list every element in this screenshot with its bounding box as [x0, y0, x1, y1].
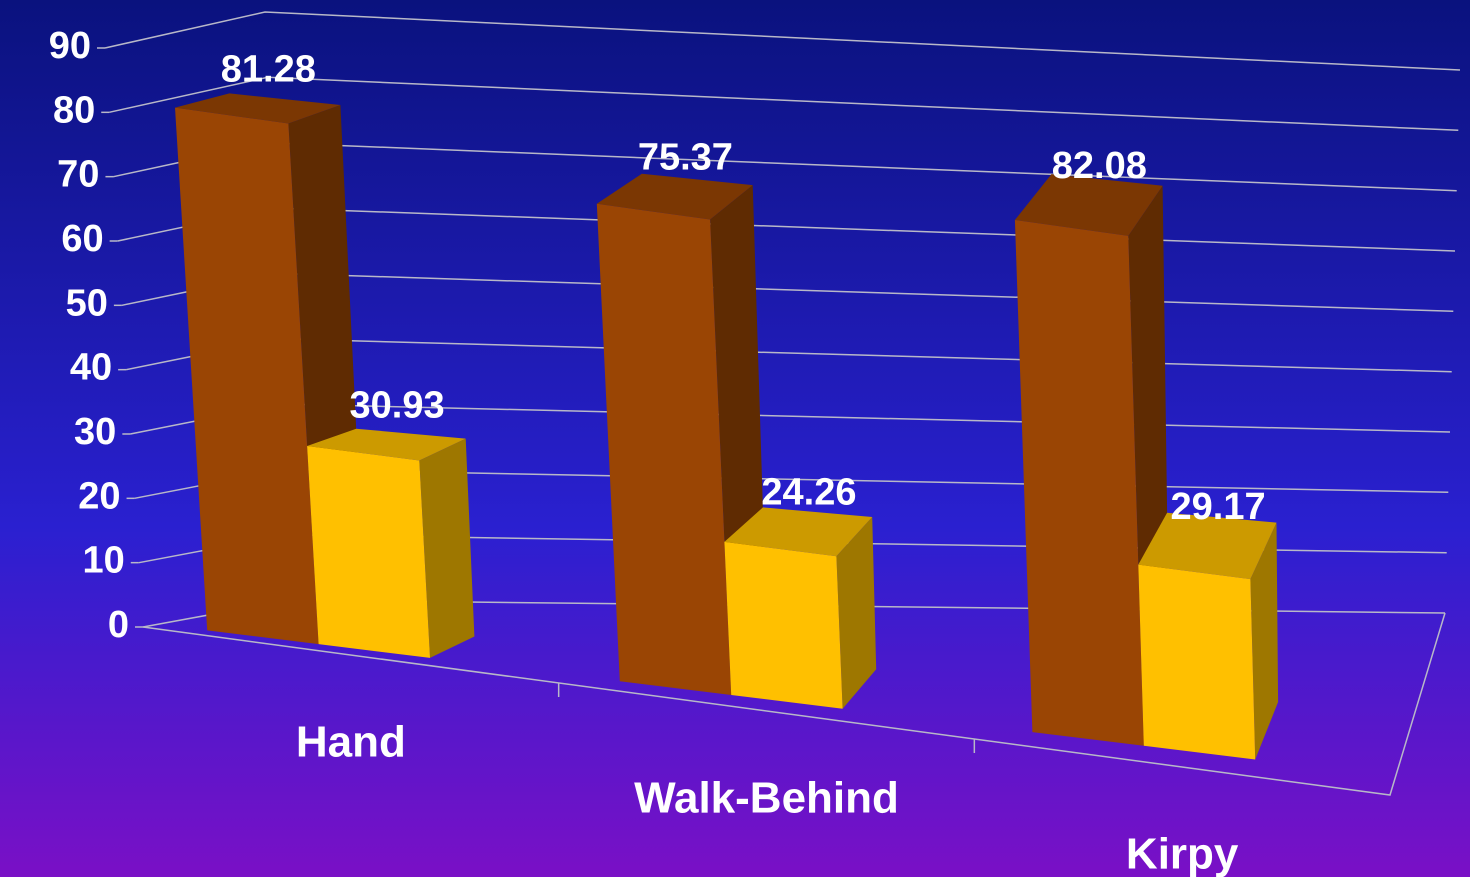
bar-front	[1138, 564, 1256, 760]
y-tick-label: 30	[74, 411, 116, 453]
bar	[1138, 512, 1279, 760]
bar-top	[724, 507, 873, 557]
data-label: 24.26	[761, 472, 856, 514]
bar	[724, 507, 877, 709]
data-label: 82.08	[1052, 145, 1147, 187]
grid-line	[104, 11, 1461, 71]
bar	[1014, 174, 1170, 746]
bar-side	[1250, 522, 1279, 760]
bar-side	[419, 438, 475, 658]
y-tick-label: 20	[78, 475, 120, 517]
data-label: 75.37	[638, 137, 733, 179]
bar-top	[307, 428, 466, 461]
x-tick-label: Kirpy	[1126, 830, 1239, 877]
y-tick-label: 60	[61, 218, 103, 260]
bar-front	[1014, 220, 1144, 746]
bar-top	[1138, 512, 1277, 580]
data-label: 81.28	[221, 48, 316, 90]
bar-side	[836, 517, 877, 709]
y-tick-label: 10	[82, 540, 124, 582]
y-tick-label: 50	[66, 282, 108, 324]
y-tick-label: 40	[70, 347, 112, 389]
y-tick-label: 0	[108, 604, 129, 646]
x-tick-label: Walk-Behind	[634, 774, 899, 823]
bar-top	[175, 93, 341, 124]
bar-front	[724, 541, 843, 709]
y-tick-label: 70	[57, 154, 99, 196]
bar-top	[1014, 174, 1163, 236]
y-tick-label: 90	[49, 25, 91, 67]
data-label: 30.93	[350, 385, 445, 427]
grid-line	[109, 76, 1459, 132]
y-tick-label: 80	[53, 89, 95, 131]
bar-front	[175, 107, 319, 645]
bar-front	[307, 446, 430, 658]
bar-top	[596, 173, 753, 220]
bar	[307, 428, 475, 658]
data-label: 29.17	[1171, 486, 1266, 528]
x-tick-label: Hand	[296, 718, 406, 767]
bar-front	[596, 203, 732, 696]
